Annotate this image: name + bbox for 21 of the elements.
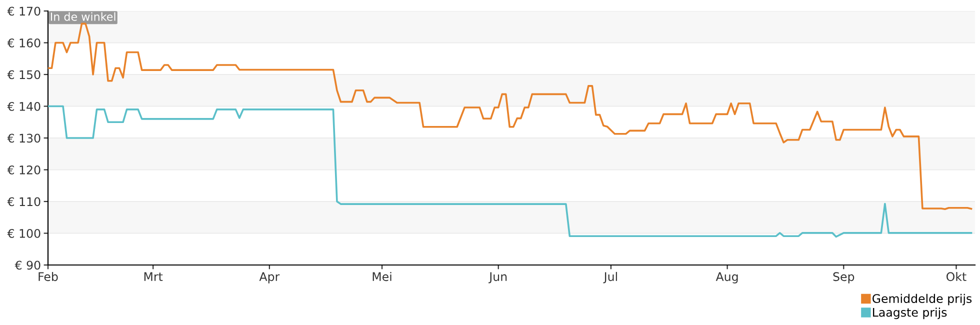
legend-label: Laagste prijs (873, 308, 947, 320)
y-tick-label: € 120 (7, 165, 40, 174)
y-tick-label: € 150 (7, 70, 40, 80)
y-tick-label: € 140 (7, 102, 40, 111)
annotation: In de winkel (50, 12, 116, 21)
y-tick-label: € 90 (14, 260, 40, 270)
y-tick-label: € 110 (7, 197, 40, 206)
x-tick-label: Mrt (144, 272, 163, 281)
legend-label: Gemiddelde prijs (872, 294, 972, 306)
x-tick-label: Feb (38, 272, 58, 282)
y-tick-label: € 100 (7, 228, 40, 238)
x-tick-label: Jul (603, 272, 617, 284)
y-tick-label: € 170 (7, 6, 40, 16)
x-tick-label: Jun (488, 272, 507, 284)
x-tick-label: Okt (946, 272, 966, 282)
y-tick-label: € 130 (7, 134, 40, 143)
x-tick-label: Sep (833, 272, 854, 284)
x-tick-label: Mei (372, 272, 392, 282)
x-tick-label: Aug (716, 272, 738, 284)
y-tick-label: € 160 (7, 38, 40, 48)
x-tick-label: Apr (259, 272, 280, 284)
